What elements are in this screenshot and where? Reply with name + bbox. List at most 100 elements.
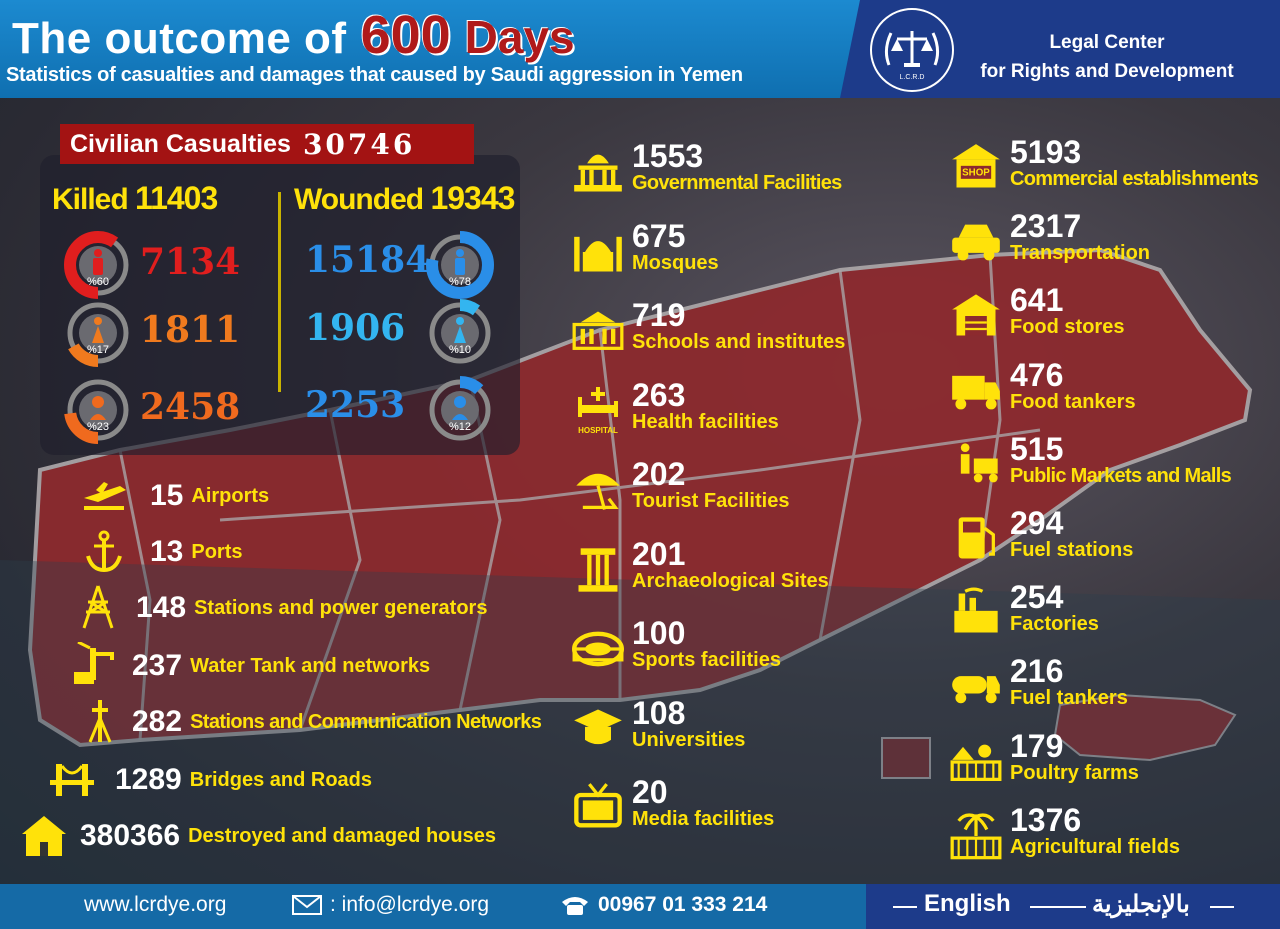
stat-label: Food tankers xyxy=(1010,390,1136,413)
stat-label: Food stores xyxy=(1010,316,1125,339)
org-line2: for Rights and Development xyxy=(980,61,1234,82)
percent-label: %10 xyxy=(449,344,471,356)
icon-caption: HOSPITAL xyxy=(578,426,618,435)
anchor-icon xyxy=(86,530,122,573)
power-tower-icon xyxy=(82,585,114,629)
casualty-count: 2253 xyxy=(305,384,406,426)
stat-value: 201 xyxy=(632,535,686,572)
economy-row: 476 Food tankers xyxy=(950,357,1280,417)
stat-label: Stations and power generators xyxy=(194,596,488,619)
hospital-icon: HOSPITAL xyxy=(578,386,618,435)
percent-ring: %10 xyxy=(426,299,494,367)
graduation-cap-icon xyxy=(574,709,622,744)
divider xyxy=(278,192,281,392)
stat-value: 237 xyxy=(132,649,183,682)
english-language-button[interactable]: English xyxy=(924,890,1011,917)
stat-label: Airports xyxy=(191,484,270,507)
poultry-icon xyxy=(950,744,1002,781)
envelope-icon xyxy=(292,895,322,915)
facility-row: 108 Universities xyxy=(572,695,902,755)
capitol-icon xyxy=(574,154,622,192)
civilian-casualties-title: Civilian Casualties 30746 xyxy=(60,124,474,164)
economy-row: 515 Public Markets and Malls xyxy=(950,431,1280,491)
casualties-total: 30746 xyxy=(302,127,416,161)
stat-value: 13 xyxy=(150,535,184,568)
killed-heading: Killed 11403 xyxy=(52,180,218,217)
casualty-count: 15184 xyxy=(305,239,431,281)
economy-row: 179 Poultry farms xyxy=(950,728,1280,788)
stat-value: 380366 xyxy=(80,819,181,852)
infrastructure-row: 282 Stations and Communication Networks xyxy=(76,698,542,746)
percent-label: %23 xyxy=(87,421,109,433)
website-text[interactable]: www.lcrdye.org xyxy=(84,893,227,916)
facility-row: 201 Archaeological Sites xyxy=(572,536,902,596)
arabic-language-button[interactable]: بالإنجليزية xyxy=(1092,891,1190,918)
casualty-count: 2458 xyxy=(140,386,241,428)
email-text[interactable]: : info@lcrdye.org xyxy=(330,893,490,916)
woman-icon xyxy=(92,317,104,343)
stat-label: Ports xyxy=(191,540,243,563)
stat-label: Water Tank and networks xyxy=(190,654,431,677)
stat-label: Factories xyxy=(1010,613,1099,636)
facility-row: 1553 Governmental Facilities xyxy=(572,138,902,198)
antenna-icon xyxy=(88,700,112,743)
casualty-count: 7134 xyxy=(140,241,241,283)
percent-label: %12 xyxy=(449,421,471,433)
percent-ring: %17 xyxy=(64,299,132,367)
bridge-icon xyxy=(50,764,94,796)
page-subtitle: Statistics of casualties and damages tha… xyxy=(6,64,743,86)
warehouse-icon xyxy=(952,294,1000,336)
economy-row: SHOP 5193 Commercial establishments xyxy=(950,134,1280,194)
stadium-icon xyxy=(572,631,624,667)
percent-ring: %60 xyxy=(64,231,132,299)
facility-row: 675 Mosques xyxy=(572,218,902,278)
economy-row: 1376 Agricultural fields xyxy=(950,802,1280,862)
tv-icon xyxy=(574,783,622,828)
casualties-label: Civilian Casualties xyxy=(70,129,291,158)
stat-value: 148 xyxy=(136,591,187,624)
casualty-count: 1811 xyxy=(140,309,241,351)
stat-label: Sports facilities xyxy=(632,649,781,671)
killed-total: 11403 xyxy=(135,180,218,216)
stat-label: Mosques xyxy=(632,251,719,274)
org-name: Legal Center for Rights and Development xyxy=(962,28,1252,86)
house-icon xyxy=(22,816,66,856)
mosque-icon xyxy=(574,236,622,271)
stat-label: Destroyed and damaged houses xyxy=(188,824,496,847)
percent-ring: %12 xyxy=(426,376,494,444)
stat-label: Transportation xyxy=(1010,242,1151,265)
airplane-icon xyxy=(84,482,126,510)
email-link[interactable]: : info@lcrdye.org xyxy=(292,893,489,917)
scales-logo-icon: L.C.R.D xyxy=(870,8,954,92)
title-number: 600 xyxy=(360,5,451,65)
title-suffix: Days xyxy=(464,11,575,63)
shop-icon: SHOP xyxy=(952,144,1000,188)
stat-label: Fuel tankers xyxy=(1010,687,1128,710)
stat-value: 282 xyxy=(132,705,183,738)
stat-value: 15 xyxy=(150,479,184,512)
header-bar xyxy=(0,0,860,98)
wounded-total: 19343 xyxy=(430,180,515,216)
stat-value: 108 xyxy=(632,694,686,731)
column-icon xyxy=(578,547,618,592)
stat-label: Schools and institutes xyxy=(632,331,846,353)
water-pump-icon xyxy=(74,642,114,684)
website-link[interactable]: www.lcrdye.org xyxy=(84,893,226,917)
woman-icon xyxy=(454,317,466,343)
percent-ring: %78 xyxy=(426,231,494,299)
truck-icon xyxy=(952,375,1000,410)
economy-row: 641 Food stores xyxy=(950,282,1280,342)
stat-value: 675 xyxy=(632,217,686,254)
stat-label: Universities xyxy=(632,728,746,751)
killed-label: Killed xyxy=(52,183,129,216)
lang-divider xyxy=(893,906,917,908)
infrastructure-row: 13 Ports xyxy=(80,528,243,576)
casualty-count: 1906 xyxy=(305,307,406,349)
economy-row: 294 Fuel stations xyxy=(950,505,1280,565)
stat-value: 100 xyxy=(632,615,686,651)
wounded-label: Wounded xyxy=(294,183,424,216)
facility-row: 20 Media facilities xyxy=(572,774,902,834)
stat-label: Bridges and Roads xyxy=(189,768,373,791)
lang-divider xyxy=(1210,906,1234,908)
percent-label: %78 xyxy=(449,276,471,288)
